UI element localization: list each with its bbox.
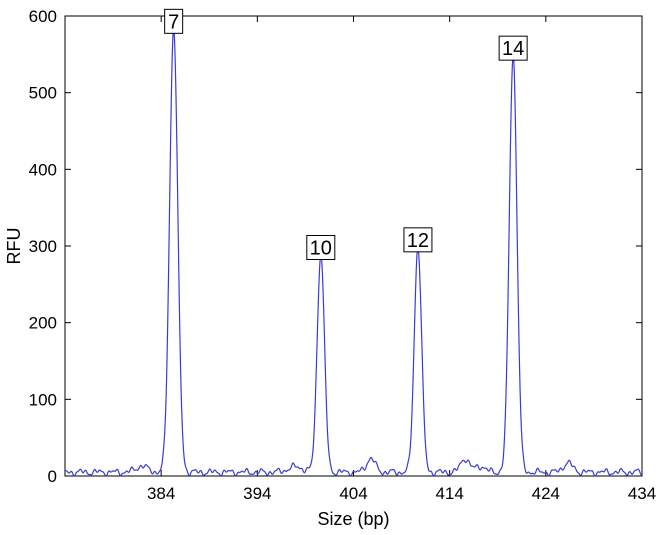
peak-label-12: 12 <box>403 227 433 253</box>
peak-label-text: 12 <box>407 230 429 252</box>
peak-label-box <box>306 235 336 260</box>
y-tick-label: 200 <box>29 314 57 333</box>
y-tick-label: 400 <box>29 160 57 179</box>
x-tick-label: 384 <box>147 484 175 503</box>
x-tick-label: 394 <box>243 484 271 503</box>
x-tick-label: 404 <box>339 484 367 503</box>
y-axis-title: RFU <box>4 228 24 265</box>
peak-label-text: 7 <box>168 11 179 33</box>
peak-label-text: 14 <box>502 38 524 60</box>
plot-area <box>64 15 643 477</box>
y-tick-label: 100 <box>29 390 57 409</box>
x-tick-label: 434 <box>628 484 656 503</box>
peak-label-7: 7 <box>164 8 184 34</box>
y-tick-label: 600 <box>29 7 57 26</box>
y-tick-label: 500 <box>29 84 57 103</box>
peak-label-box <box>164 8 184 34</box>
x-tick-label: 424 <box>532 484 560 503</box>
rfu-trace-line <box>64 28 643 477</box>
y-tick-label: 300 <box>29 237 57 256</box>
x-tick-label: 414 <box>435 484 463 503</box>
peak-label-14: 14 <box>498 35 528 61</box>
peak-label-text: 10 <box>310 238 332 260</box>
x-axis-title: Size (bp) <box>317 509 389 529</box>
peak-label-box <box>498 35 528 61</box>
y-tick-label: 0 <box>48 467 57 486</box>
peak-label-box <box>403 227 433 253</box>
peak-label-10: 10 <box>306 235 336 260</box>
